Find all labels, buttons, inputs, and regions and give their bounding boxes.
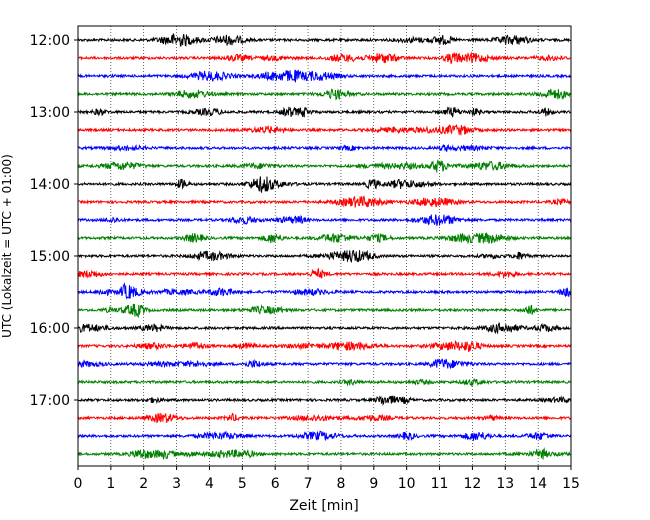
y-axis-label: UTC (Lokalzeit = UTC + 01:00) (0, 154, 14, 338)
trace-1230 (77, 69, 572, 83)
trace-1215 (77, 51, 572, 65)
x-tick-label: 7 (304, 476, 313, 492)
x-tick-label: 11 (431, 476, 449, 492)
trace-1200 (77, 33, 572, 47)
trace-1715 (77, 412, 572, 424)
trace-1600 (77, 322, 572, 335)
trace-1430 (77, 214, 572, 226)
trace-1645 (77, 378, 572, 388)
trace-1445 (77, 232, 572, 245)
traces (77, 33, 572, 461)
x-tick-label: 9 (369, 476, 378, 492)
y-tick-label: 15:00 (30, 249, 70, 265)
trace-1530 (77, 282, 572, 300)
trace-1245 (77, 88, 572, 101)
x-tick-label: 13 (496, 476, 514, 492)
x-tick-label: 10 (398, 476, 416, 492)
trace-1500 (77, 249, 572, 264)
x-tick-label: 2 (139, 476, 148, 492)
trace-1515 (77, 267, 572, 280)
x-axis-ticks: 0 1 2 3 4 5 6 7 8 9 10 11 12 13 14 15 (74, 466, 580, 492)
y-axis-ticks: 12:00 13:00 14:00 15:00 16:00 17:00 (30, 33, 78, 409)
y-tick-label: 13:00 (30, 105, 70, 121)
x-tick-label: 0 (74, 476, 83, 492)
x-tick-label: 3 (172, 476, 181, 492)
x-tick-label: 4 (205, 476, 214, 492)
x-tick-label: 5 (238, 476, 247, 492)
x-tick-label: 15 (562, 476, 580, 492)
trace-1615 (77, 340, 572, 353)
x-tick-label: 6 (271, 476, 280, 492)
vertical-grid (110, 26, 539, 466)
y-tick-label: 17:00 (30, 393, 70, 409)
trace-1415 (77, 195, 572, 208)
trace-1630 (77, 358, 572, 370)
trace-1400 (77, 176, 572, 193)
x-tick-label: 12 (463, 476, 481, 492)
trace-1700 (77, 395, 572, 406)
x-tick-label: 8 (336, 476, 345, 492)
plot-frame (77, 25, 572, 467)
trace-1745 (77, 447, 572, 461)
x-tick-label: 14 (529, 476, 547, 492)
trace-1345 (77, 158, 572, 173)
y-tick-label: 16:00 (30, 321, 70, 337)
x-axis-label: Zeit [min] (289, 498, 358, 514)
x-tick-label: 1 (106, 476, 115, 492)
trace-1315 (77, 124, 572, 136)
trace-1300 (77, 106, 572, 118)
y-tick-label: 14:00 (30, 177, 70, 193)
trace-1730 (77, 430, 572, 442)
trace-1330 (77, 143, 572, 153)
trace-1545 (77, 303, 572, 319)
y-tick-label: 12:00 (30, 33, 70, 49)
